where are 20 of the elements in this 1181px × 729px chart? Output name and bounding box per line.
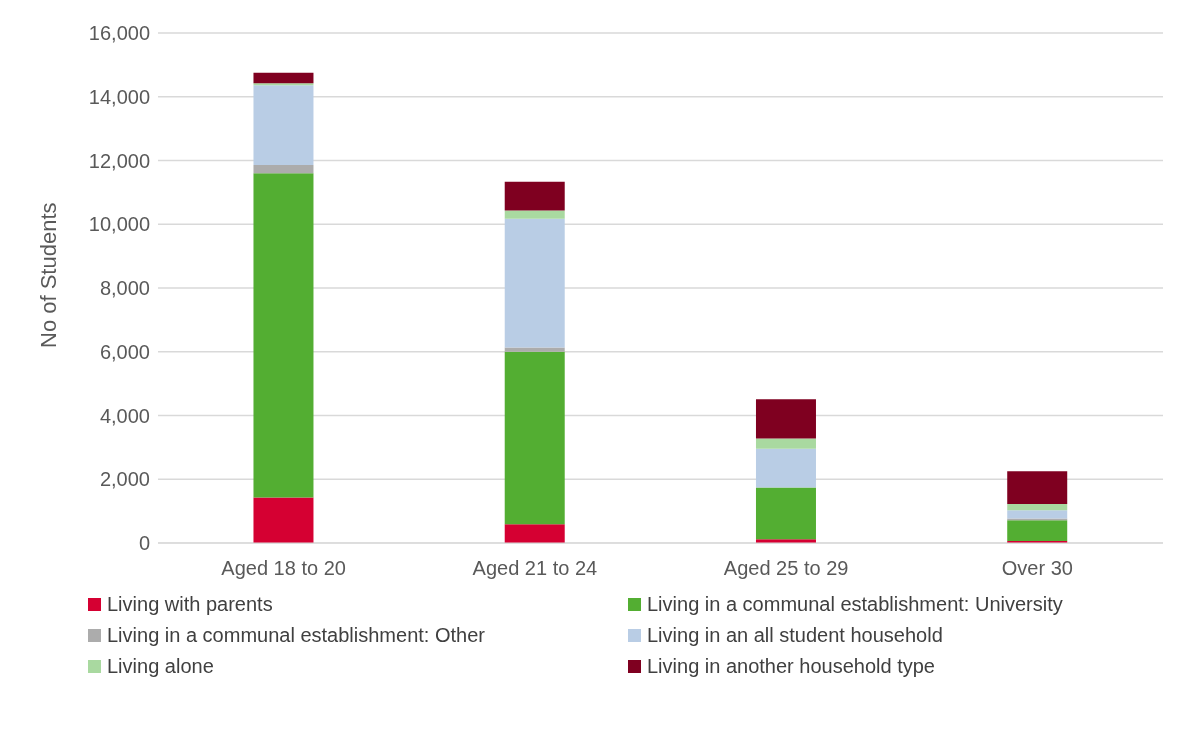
legend-label: Living alone (107, 655, 214, 678)
y-tick-label: 14,000 (88, 85, 150, 108)
y-tick-label: 10,000 (88, 213, 150, 236)
x-tick-label: Aged 21 to 24 (472, 557, 598, 580)
legend-label: Living in a communal establishment: Other (107, 624, 485, 647)
y-tick-label: 6,000 (99, 340, 150, 363)
legend-label: Living in a communal establishment: University (647, 593, 1063, 616)
legend-label: Living in an all student household (647, 624, 943, 647)
x-tick-label: Aged 25 to 29 (723, 557, 849, 580)
y-tick-label: 2,000 (99, 468, 150, 491)
y-tick-label: 12,000 (88, 149, 150, 172)
legend-label: Living with parents (107, 593, 273, 616)
x-tick-label: Aged 18 to 20 (221, 557, 346, 580)
y-tick-label: 16,000 (88, 22, 150, 45)
y-tick-label: 4,000 (99, 404, 150, 427)
x-tick-label: Over 30 (1001, 557, 1073, 580)
legend-label: Living in another household type (647, 655, 935, 678)
y-tick-label: 8,000 (99, 277, 150, 300)
y-tick-label: 0 (138, 532, 150, 555)
y-axis-title: No of Students (35, 202, 61, 348)
